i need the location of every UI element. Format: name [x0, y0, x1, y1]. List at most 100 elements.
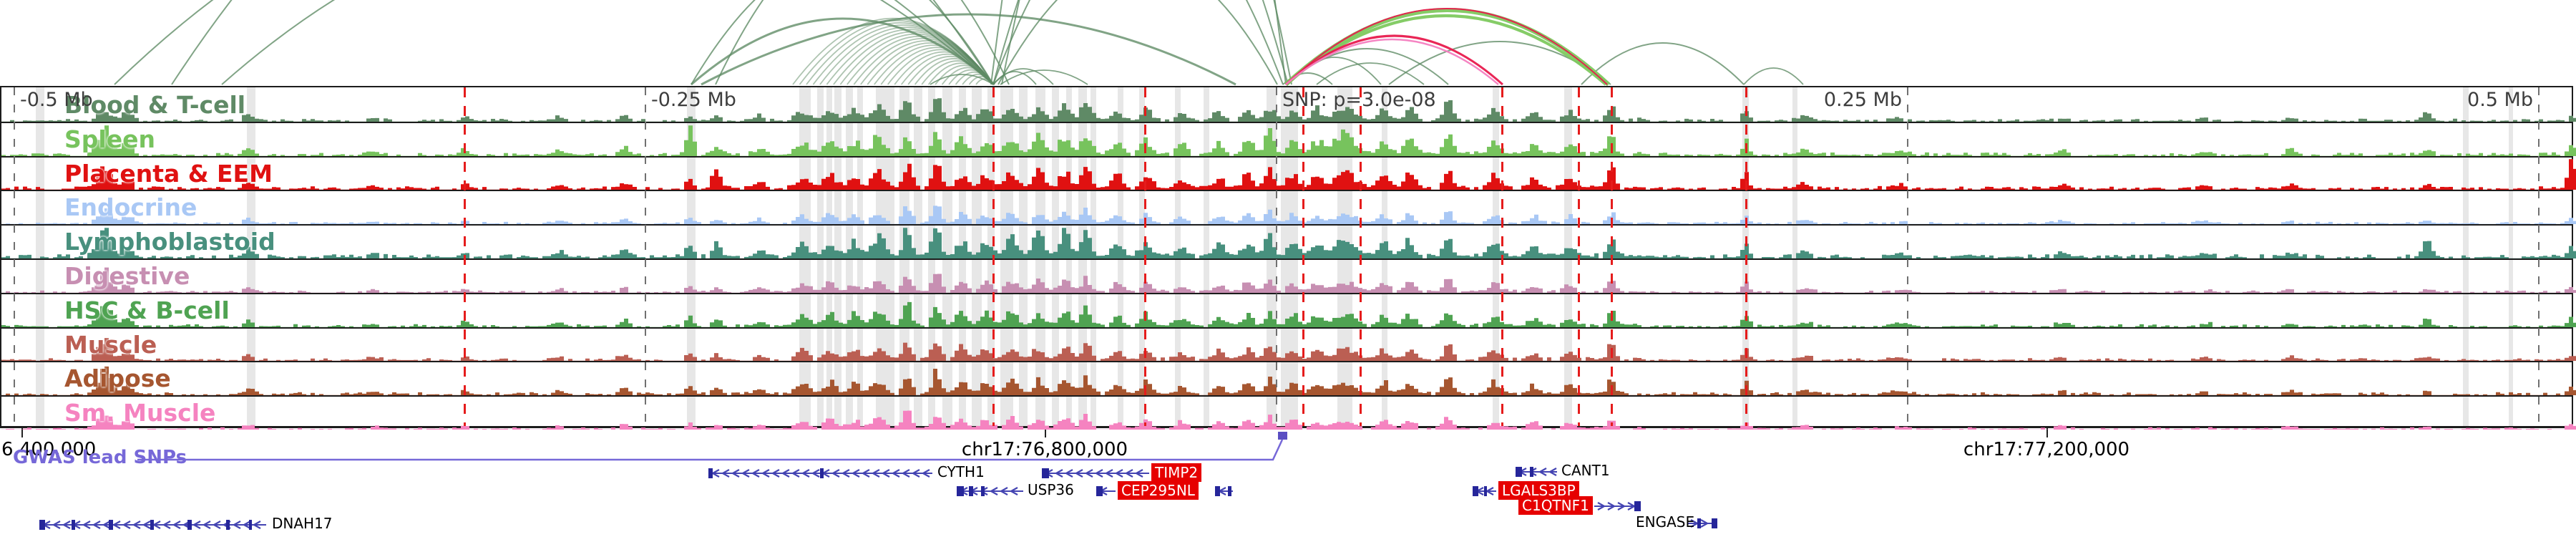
strand-arrow-icon [1607, 502, 1616, 511]
chr-coordinate-label: 6,400,000 [1, 439, 97, 460]
gene-label-DNAH17: DNAH17 [272, 515, 333, 532]
strand-arrow-icon [1074, 469, 1083, 478]
track-row-blood [1, 87, 2576, 122]
track-row-endocrine [1, 190, 2576, 225]
exon-block [109, 520, 113, 530]
strand-arrow-icon [1054, 469, 1063, 478]
snp-interaction-arc [1285, 38, 1499, 85]
gene-label-USP36: USP36 [1028, 481, 1074, 498]
exon-block [226, 520, 230, 530]
snp-interaction-arc [1284, 34, 1504, 86]
signal-plot-lymphoblastoid [1, 228, 2576, 258]
exon-block [981, 486, 985, 496]
gene-label-ENGASE: ENGASE [1636, 513, 1695, 531]
exon-block [969, 486, 973, 496]
strand-arrow-icon [142, 521, 151, 529]
exon-block [249, 520, 252, 530]
gwas-callout-line [137, 439, 1284, 461]
snp-marker-line [1144, 87, 1146, 426]
snp-marker-line [1745, 87, 1747, 426]
gene-model-CYTH1 [708, 468, 932, 478]
snp-marker-line [464, 87, 466, 426]
interaction-arc [930, 74, 994, 85]
signal-path-spleen [1, 125, 2576, 156]
track-label-placenta: Placenta & EEM [64, 159, 273, 188]
strand-arrow-icon [1009, 487, 1018, 495]
track-label-lymphoblastoid: Lymphoblastoid [64, 228, 275, 256]
interaction-arc [691, 17, 995, 86]
track-label-smmuscle: Sm. Muscle [64, 399, 216, 427]
strand-arrow-icon [781, 469, 790, 478]
track-label-spleen: Spleen [64, 125, 155, 153]
exon-block [957, 486, 964, 496]
snp-marker-line [992, 87, 995, 426]
interaction-arc [997, 0, 1278, 85]
signal-plot-digestive [1, 267, 2576, 293]
signal-path-hsc [1, 301, 2576, 327]
strand-arrow-icon [172, 521, 181, 529]
track-row-lymphoblastoid [1, 224, 2576, 258]
strand-arrow-icon [771, 469, 780, 478]
ruler-tick-line [14, 87, 15, 426]
strand-arrow-icon [162, 521, 171, 529]
track-label-hsc: HSC & B-cell [64, 296, 230, 324]
signal-path-muscle [1, 338, 2576, 362]
exon-block [39, 520, 45, 530]
exon-block [1530, 467, 1533, 477]
strand-arrow-icon [202, 521, 211, 529]
gene-label-CYTH1: CYTH1 [937, 463, 985, 480]
gene-model-ENGASE [1687, 518, 1717, 528]
signal-plot-blood [1, 98, 2576, 122]
gene-model-DNAH17 [39, 520, 266, 530]
strand-arrow-icon [741, 469, 750, 478]
signal-plot-adipose [1, 367, 2576, 396]
signal-path-blood [1, 98, 2576, 122]
exon-block [1096, 486, 1103, 496]
exon-block [72, 520, 75, 530]
strand-arrow-icon [999, 487, 1008, 495]
ruler-label-3: 0.25 Mb [1823, 89, 1902, 111]
exon-block [1516, 467, 1522, 477]
exon-block [1215, 486, 1220, 496]
interaction-arc [1316, 62, 1425, 85]
strand-arrow-icon [831, 469, 840, 478]
snp-interaction-arc [1285, 8, 1608, 85]
strand-arrow-icon [252, 521, 261, 529]
chromosome-ruler: 6,400,000 chr17:76,800,000 chr17:77,200,00… [0, 428, 2576, 461]
strand-arrow-icon [911, 469, 920, 478]
strand-arrow-icon [871, 469, 880, 478]
strand-arrow-icon [112, 521, 121, 529]
strand-arrow-icon [1700, 519, 1709, 528]
interaction-arc [715, 0, 1010, 85]
gene-model-C1QTNF1 [1594, 501, 1641, 511]
track-row-muscle [1, 326, 2576, 362]
strand-arrow-icon [1084, 469, 1093, 478]
strand-arrow-icon [1597, 502, 1606, 511]
gene-model-CANT1 [1516, 467, 1557, 477]
exon-block [1228, 486, 1231, 496]
strand-arrow-icon [1064, 469, 1073, 478]
chr-tick [2046, 428, 2048, 437]
exon-block [1712, 518, 1717, 528]
track-row-hsc [1, 292, 2576, 327]
ruler-tick-line [1907, 87, 1908, 426]
strand-arrow-icon [1114, 469, 1123, 478]
exon-block [820, 468, 824, 478]
signal-plot-muscle [1, 338, 2576, 362]
signal-plot-smmuscle [1, 410, 2576, 430]
exon-block [1042, 468, 1049, 478]
strand-arrow-icon [122, 521, 131, 529]
exon-block [1484, 486, 1487, 496]
gene-model-LGALS3BP [1473, 486, 1496, 496]
strand-arrow-icon [102, 521, 111, 529]
gwas-snp-callout [137, 432, 1287, 461]
track-label-endocrine: Endocrine [64, 193, 197, 222]
strand-arrow-icon [1094, 469, 1103, 478]
gene-label-TIMP2: TIMP2 [1151, 463, 1202, 482]
exon-block [1634, 501, 1641, 511]
strand-arrow-icon [901, 469, 910, 478]
track-row-smmuscle [1, 395, 2576, 430]
strand-arrow-icon [82, 521, 91, 529]
signal-plot-endocrine [1, 205, 2576, 225]
